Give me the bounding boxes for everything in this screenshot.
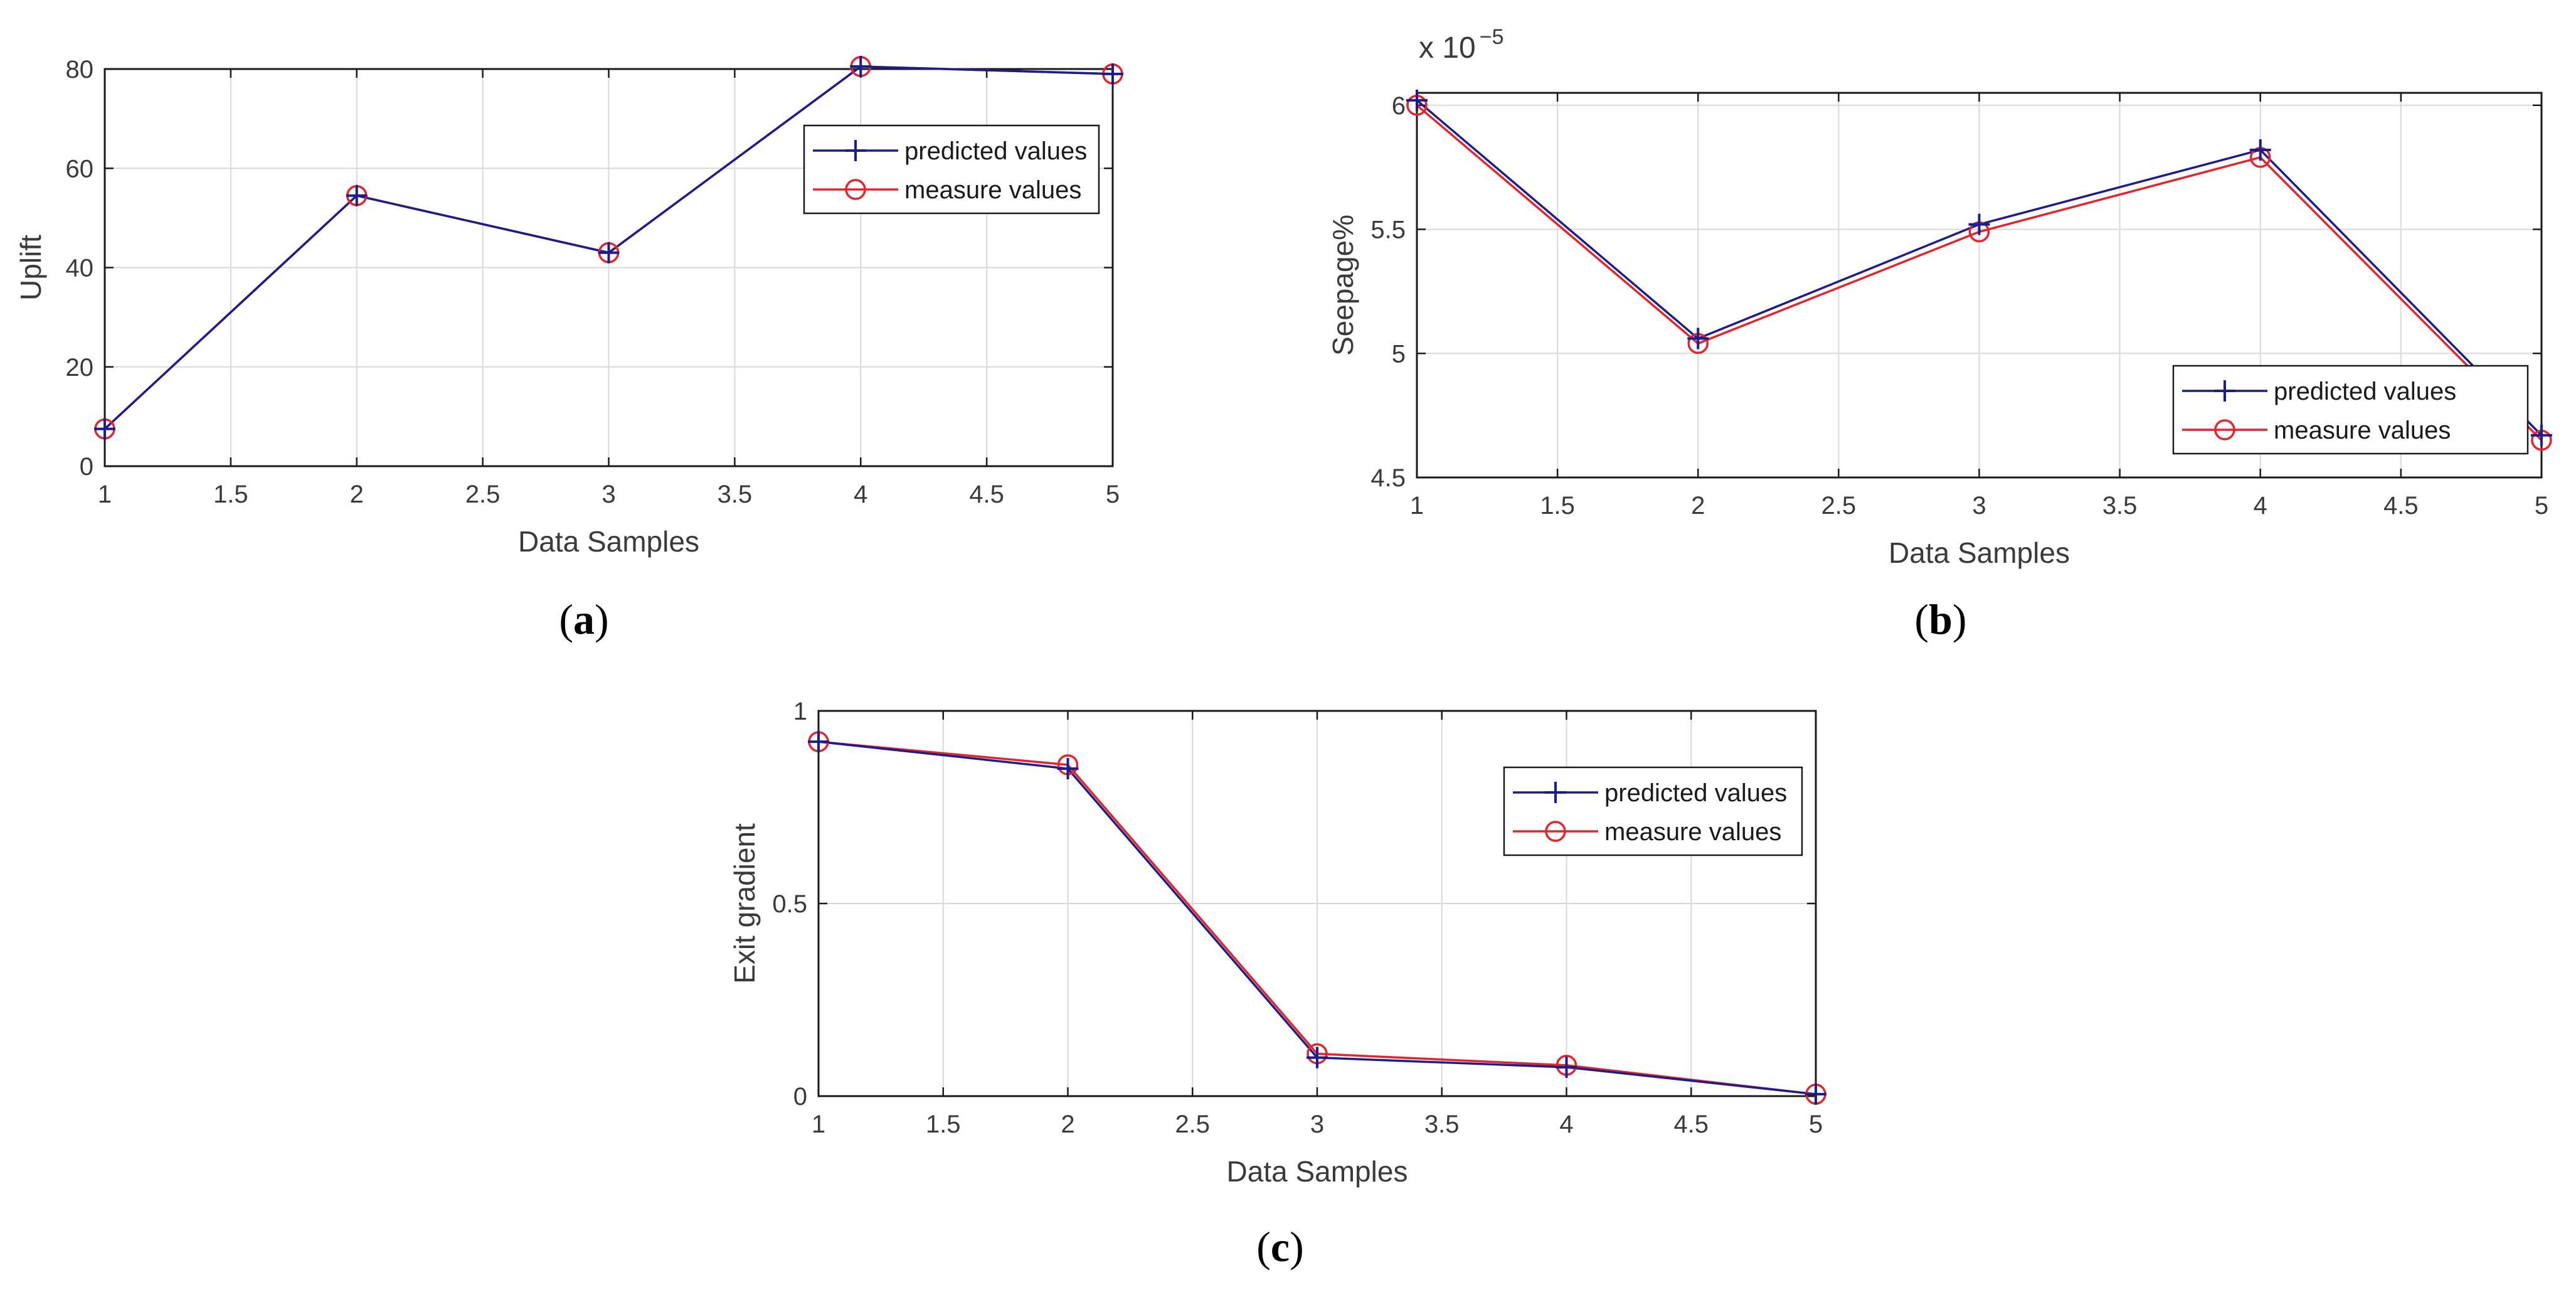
caption-a: (a): [559, 595, 608, 643]
legend-label-0: predicted values: [1604, 779, 1787, 807]
y-exponent-label: x 10 −5: [1419, 25, 1504, 65]
y-axis-label: Exit gradient: [728, 823, 761, 984]
y-tick-label: 0.5: [772, 890, 807, 918]
x-tick-label: 3: [1310, 1111, 1324, 1138]
x-tick-label: 2.5: [465, 481, 501, 508]
predicted-point: [2531, 424, 2552, 446]
exponent-base: x 10: [1419, 31, 1476, 65]
caption-letter: b: [1929, 595, 1953, 643]
predicted-point: [94, 418, 115, 440]
caption-close-paren: ): [595, 595, 609, 643]
predicted-point: [598, 242, 620, 264]
y-tick-label: 20: [66, 354, 94, 381]
y-tick-label: 0: [80, 453, 93, 481]
caption-letter: a: [573, 595, 595, 643]
x-tick-label: 3: [1972, 492, 1986, 520]
y-axis-label: Uplift: [14, 235, 47, 301]
y-tick-label: 4.5: [1370, 464, 1406, 492]
predicted-point: [1102, 63, 1123, 85]
x-tick-label: 2: [1061, 1111, 1074, 1138]
legend-box: [2172, 365, 2529, 455]
exponent-power: −5: [1480, 25, 1504, 49]
legend-marker-circle: [2214, 419, 2235, 440]
legend-marker-plus: [1545, 782, 1566, 803]
x-tick-label: 4: [2254, 492, 2267, 520]
chart-panel-c: 1 1.5 2 2.5 3 3.5 4 4.5 5 0 0.5 1 Data Samples Exit g…: [728, 698, 1826, 1271]
y-tick-label: 80: [66, 56, 94, 83]
legend-label-1: measure values: [1604, 818, 1781, 846]
x-tick-label: 3.5: [1424, 1111, 1460, 1138]
x-tick-label: 5: [1809, 1111, 1823, 1138]
x-tick-label: 5: [1106, 481, 1120, 508]
caption-open-paren: (: [1914, 595, 1929, 643]
predicted-point: [1968, 213, 1990, 235]
y-axis-label: Seepage%: [1327, 215, 1359, 356]
legend-label-1: measure values: [904, 176, 1081, 204]
legend: predicted values measure values: [803, 124, 1100, 215]
x-tick-label: 2: [1691, 492, 1705, 520]
x-axis-label: Data Samples: [1227, 1155, 1408, 1188]
x-tick-label: 5: [2535, 492, 2548, 520]
x-tick-label: 2.5: [1821, 492, 1857, 520]
legend-marker-plus: [845, 140, 866, 161]
x-tick-label: 4: [1559, 1111, 1573, 1138]
chart-panel-b: 1 1.5 2 2.5 3 3.5 4 4.5 5 4.5 5 5.5 6 x 10 −5 Data Samp…: [1327, 25, 2552, 643]
x-axis-label: Data Samples: [1889, 536, 2070, 569]
x-tick-label: 1.5: [213, 481, 248, 508]
legend: predicted values measure values: [2172, 365, 2529, 455]
x-tick-label: 4: [854, 481, 867, 508]
predicted-point: [1556, 1056, 1577, 1078]
caption-c: (c): [1256, 1223, 1304, 1271]
caption-close-paren: ): [1290, 1223, 1304, 1271]
x-tick-label: 2: [350, 481, 364, 508]
x-tick-label: 3.5: [718, 481, 753, 508]
predicted-point: [808, 731, 829, 753]
caption-open-paren: (: [559, 595, 573, 643]
caption-open-paren: (: [1256, 1223, 1271, 1271]
x-tick-label: 2.5: [1175, 1111, 1210, 1138]
predicted-point: [1687, 328, 1709, 349]
y-tick-label: 1: [793, 698, 807, 725]
legend-label-0: predicted values: [2274, 378, 2456, 405]
caption-letter: c: [1271, 1223, 1290, 1271]
x-tick-label: 3: [602, 481, 615, 508]
x-tick-label: 1: [1410, 492, 1424, 520]
x-tick-label: 4.5: [1673, 1111, 1709, 1138]
predicted-point: [1057, 758, 1079, 780]
predicted-point: [1307, 1047, 1328, 1069]
legend: predicted values measure values: [1503, 766, 1803, 856]
x-tick-label: 1: [98, 481, 112, 508]
x-tick-label: 3.5: [2102, 492, 2138, 520]
legend-label-0: predicted values: [904, 137, 1087, 165]
predicted-point: [2249, 139, 2271, 161]
legend-label-1: measure values: [2274, 417, 2451, 444]
y-tick-label: 5.5: [1370, 216, 1406, 244]
y-tick-label: 60: [66, 155, 94, 183]
caption-b: (b): [1914, 595, 1966, 643]
predicted-point: [1805, 1083, 1826, 1105]
y-tick-label: 5: [1392, 340, 1406, 368]
legend-marker-circle: [845, 179, 866, 200]
y-tick-label: 40: [66, 255, 94, 282]
y-tick-label: 6: [1392, 92, 1406, 120]
x-tick-label: 4.5: [2383, 492, 2419, 520]
predicted-point: [850, 56, 872, 78]
caption-close-paren: ): [1953, 595, 1967, 643]
y-tick-label: 0: [793, 1083, 807, 1111]
x-tick-label: 1: [812, 1111, 825, 1138]
legend-marker-circle: [1545, 821, 1566, 842]
x-axis-label: Data Samples: [518, 525, 699, 558]
x-tick-label: 1.5: [1540, 492, 1575, 520]
predicted-point: [1406, 89, 1428, 111]
chart-panel-a: 1 1.5 2 2.5 3 3.5 4 4.5 5 0 20 40 60 80 Data Samples Up…: [14, 56, 1123, 643]
predicted-point: [346, 184, 368, 206]
x-tick-label: 1.5: [926, 1111, 961, 1138]
x-tick-label: 4.5: [969, 481, 1004, 508]
legend-marker-plus: [2214, 380, 2235, 402]
